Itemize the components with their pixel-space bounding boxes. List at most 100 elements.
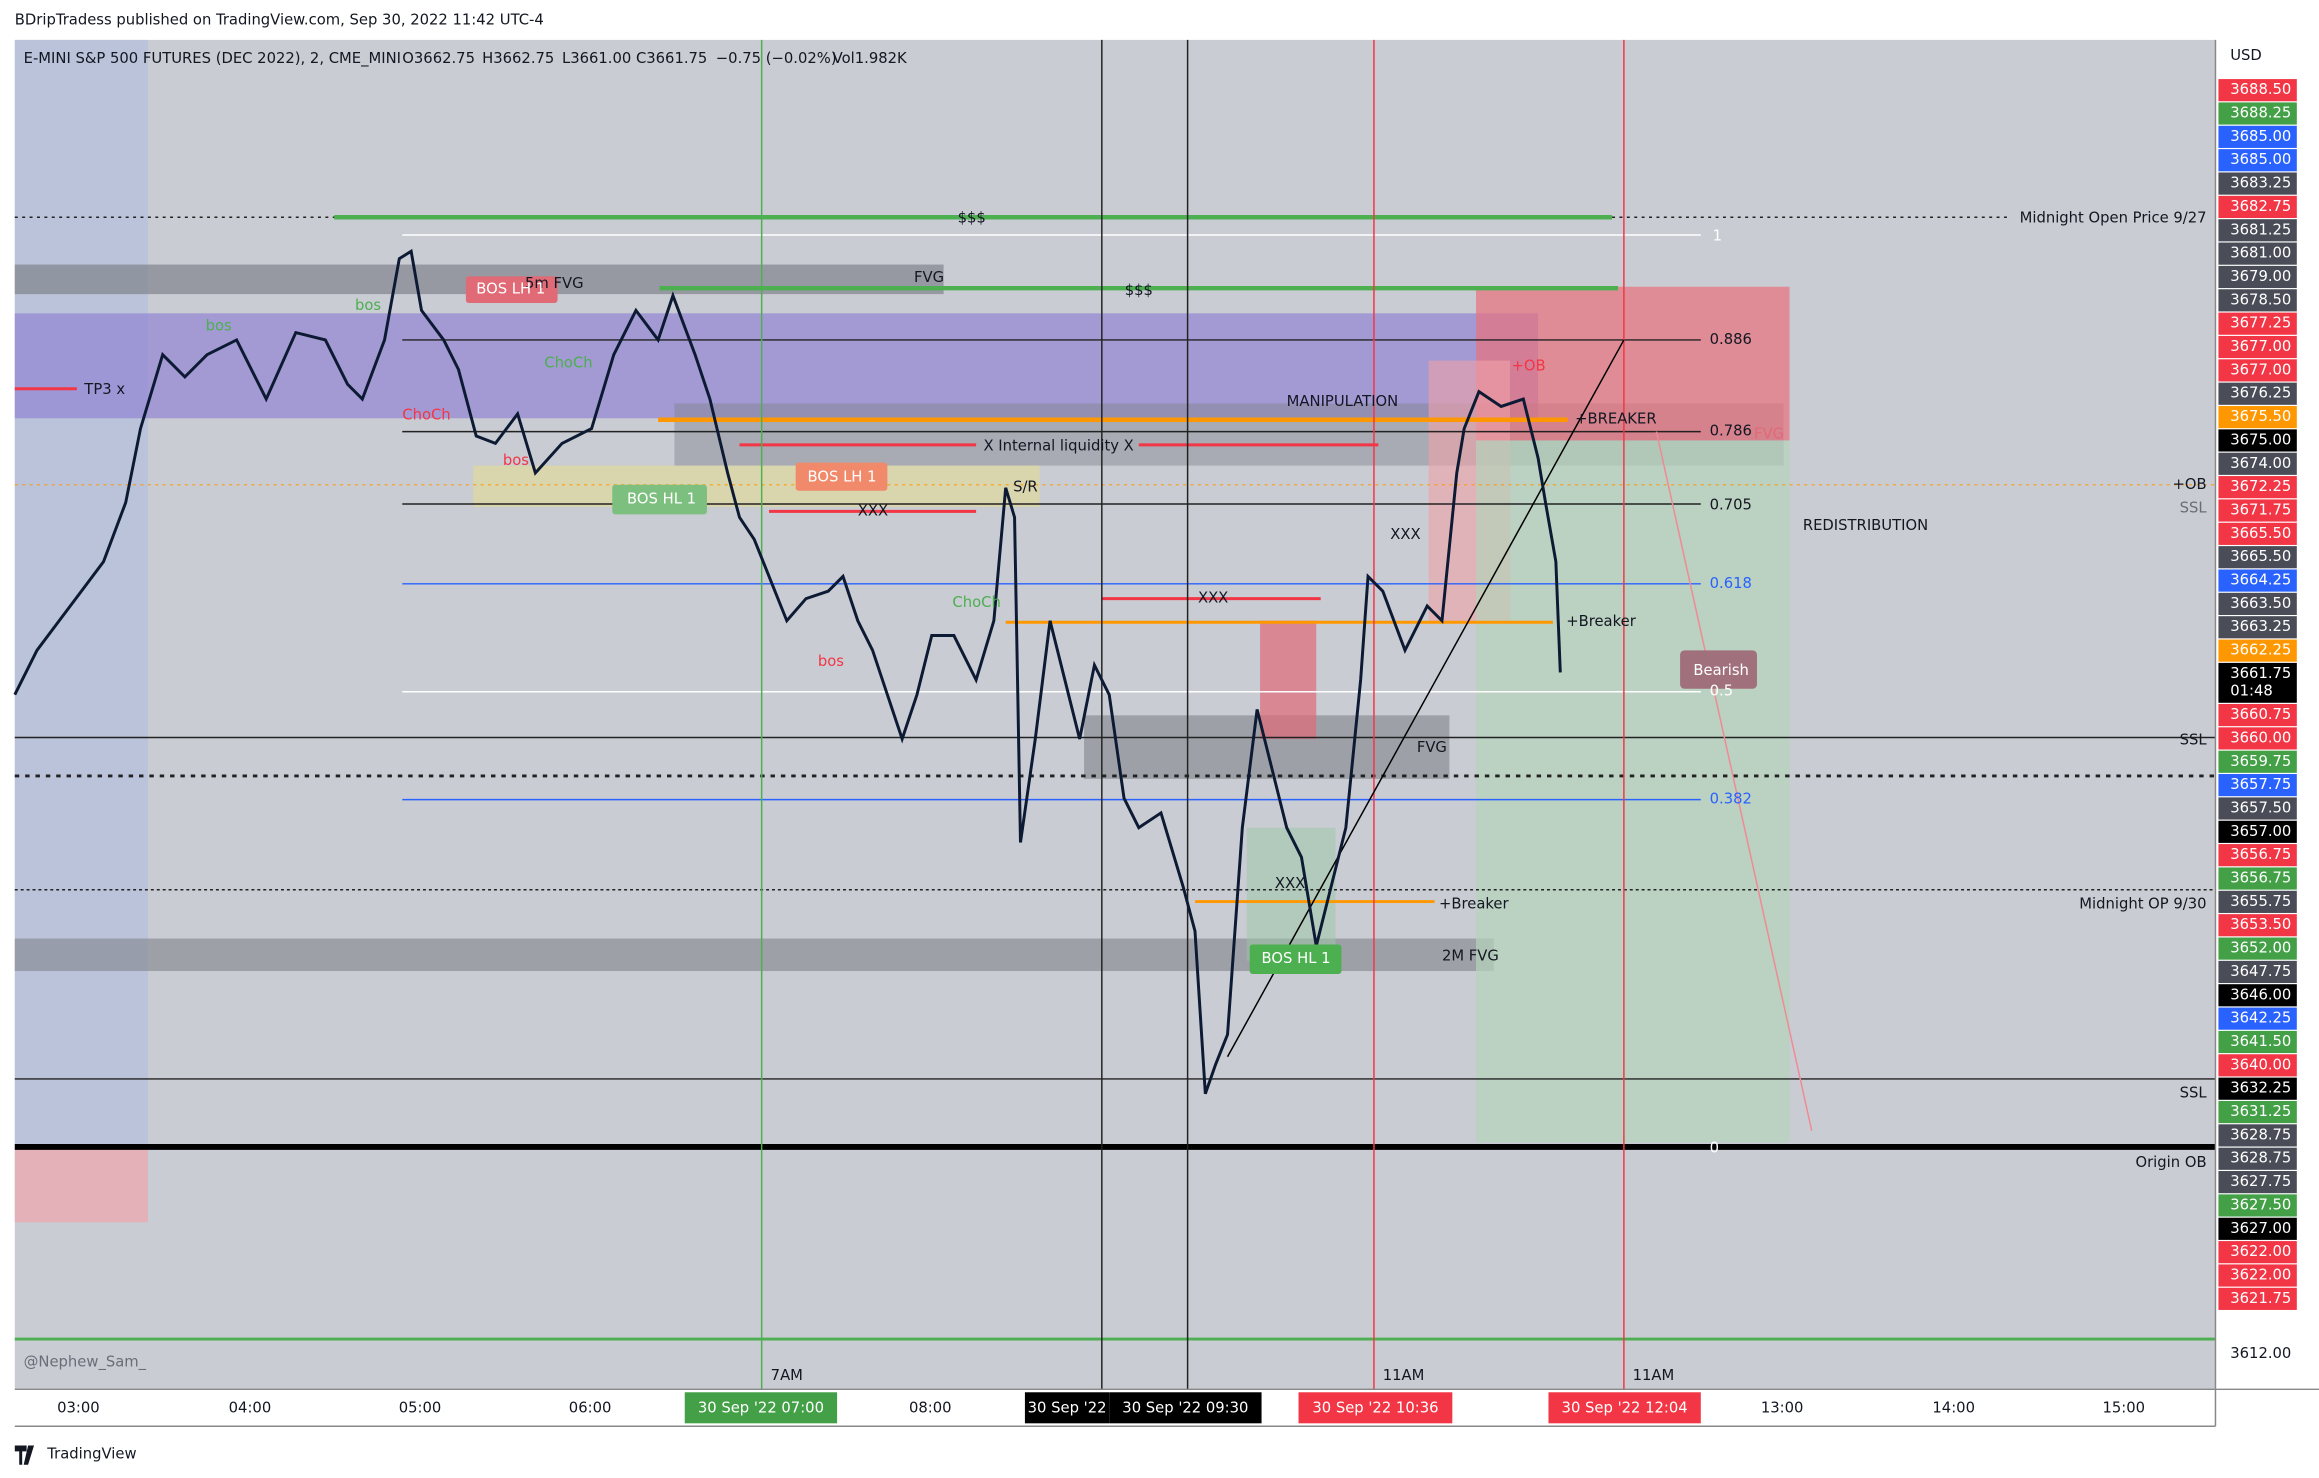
annotation: 0.382: [1710, 791, 1752, 808]
zone: [1246, 827, 1336, 961]
price-label: 3655.75: [2230, 893, 2291, 910]
chart-pane: [14, 39, 2216, 1390]
price-label: 3661.75: [2230, 665, 2291, 682]
ohlc-close: C3661.75: [636, 50, 707, 67]
price-trace: [13, 248, 1562, 1095]
price-label-box: [2218, 242, 2297, 265]
annotation: BOS LH 1: [808, 468, 877, 485]
time-label: 08:00: [909, 1400, 952, 1417]
time-label: 04:00: [229, 1400, 272, 1417]
annotation: MANIPULATION: [1287, 393, 1399, 410]
price-label-box: [2218, 172, 2297, 195]
price-label: 3678.50: [2230, 291, 2291, 308]
annotation: FVG: [1754, 426, 1784, 443]
footer: TradingView: [46, 1445, 136, 1462]
price-label-box: [2218, 820, 2297, 843]
time-highlight: 30 Sep '22 09:30: [1122, 1400, 1248, 1417]
annotation: XXX: [1390, 526, 1420, 543]
price-label: 3641.50: [2230, 1033, 2291, 1050]
time-label: 05:00: [399, 1400, 442, 1417]
price-label: 3653.50: [2230, 916, 2291, 933]
annotation: FVG: [914, 269, 944, 286]
annotations: $$$ $$$ 1 0.886 0.786 0.705 0.618 0.5 0.382 0 5m F…: [83, 210, 2207, 1171]
publisher: BDripTradess published on TradingView.co…: [15, 12, 544, 29]
price-label: 3677.00: [2230, 361, 2291, 378]
time-label: 06:00: [569, 1400, 612, 1417]
time-axis: 03:00 04:00 05:00 06:00 08:00 13:00 14:00 15:00…: [57, 1367, 2145, 1424]
zone: [14, 313, 1539, 419]
price-label: 3646.00: [2230, 986, 2291, 1003]
annotation: ChoCh: [402, 406, 450, 423]
price-label-box: [2218, 774, 2297, 797]
price-label: 3627.00: [2230, 1220, 2291, 1237]
annotation: Origin OB: [2135, 1154, 2206, 1171]
price-label: 3688.25: [2230, 105, 2291, 122]
price-label: 3640.00: [2230, 1056, 2291, 1073]
annotation: XXX: [1198, 590, 1228, 607]
annotation: bos: [818, 653, 844, 670]
price-label-box: [2218, 1241, 2297, 1264]
price-label: 3652.00: [2230, 940, 2291, 957]
ohlc-high: H3662.75: [482, 50, 554, 67]
price-label: 3647.75: [2230, 963, 2291, 980]
annotation: +Breaker: [1439, 896, 1510, 913]
price-label-box: [2218, 382, 2297, 405]
time-label: 15:00: [2102, 1400, 2145, 1417]
annotation: XXX: [1275, 875, 1305, 892]
price-label-box: [2218, 312, 2297, 335]
annotation: XXX: [858, 502, 888, 519]
zone: [1260, 620, 1317, 739]
time-highlight: 30 Sep '22 12:04: [1562, 1400, 1688, 1417]
annotation: 0.886: [1710, 331, 1752, 348]
zone: [14, 1145, 148, 1223]
price-label-box: [2218, 406, 2297, 429]
annotation: 0.705: [1710, 496, 1752, 513]
price-label: 3642.25: [2230, 1010, 2291, 1027]
annotation: 1: [1713, 227, 1722, 244]
price-label-box: [2218, 546, 2297, 569]
price-label-box: [2218, 499, 2297, 522]
price-label: 3632.25: [2230, 1080, 2291, 1097]
price-label-box: [2218, 914, 2297, 937]
annotation: Midnight OP 9/30: [2079, 896, 2206, 913]
price-label-box: [2218, 867, 2297, 890]
label-box: [1680, 650, 1757, 689]
price-label: 3657.75: [2230, 776, 2291, 793]
annotation: bos: [355, 297, 381, 314]
price-label-box: [2218, 476, 2297, 499]
time-highlight: 30 Sep '22: [1028, 1400, 1107, 1417]
price-label: 3660.00: [2230, 729, 2291, 746]
annotation: 5m FVG: [525, 275, 584, 292]
price-label-box: [2218, 289, 2297, 312]
price-label-box: [2218, 359, 2297, 382]
price-label: 3663.50: [2230, 595, 2291, 612]
price-label: 3682.75: [2230, 198, 2291, 215]
price-label: 3660.75: [2230, 706, 2291, 723]
price-label-box: [2218, 1100, 2297, 1124]
annotation: SSL: [2180, 731, 2208, 748]
price-label: 3657.00: [2230, 823, 2291, 840]
price-label: 3675.00: [2230, 431, 2291, 448]
price-label-box: [2218, 569, 2297, 592]
annotation: X Internal liquidity X: [984, 437, 1134, 454]
price-label-box: [2218, 592, 2297, 615]
time-highlight: 30 Sep '22 07:00: [698, 1400, 824, 1417]
annotation: +OB: [2172, 476, 2206, 493]
price-label: 3688.50: [2230, 81, 2291, 98]
time-highlight-box: [684, 1392, 838, 1424]
countdown: 01:48: [2230, 683, 2273, 700]
time-label: 13:00: [1761, 1400, 1804, 1417]
watermark: @Nephew_Sam_: [24, 1354, 147, 1371]
annotation: BOS LH 1: [476, 281, 545, 298]
price-label-box: [2218, 429, 2297, 452]
time-label: 14:00: [1932, 1400, 1975, 1417]
price-label: 3612.00: [2230, 1345, 2291, 1362]
price-label: 3676.25: [2230, 385, 2291, 402]
price-label-box: [2218, 727, 2297, 750]
currency: USD: [2230, 47, 2262, 64]
time-highlight-box: [1024, 1392, 1110, 1424]
price-label-box: [2218, 79, 2297, 102]
price-label-box: [2218, 125, 2297, 148]
price-label: 3631.25: [2230, 1103, 2291, 1120]
price-label-box: [2218, 265, 2297, 289]
